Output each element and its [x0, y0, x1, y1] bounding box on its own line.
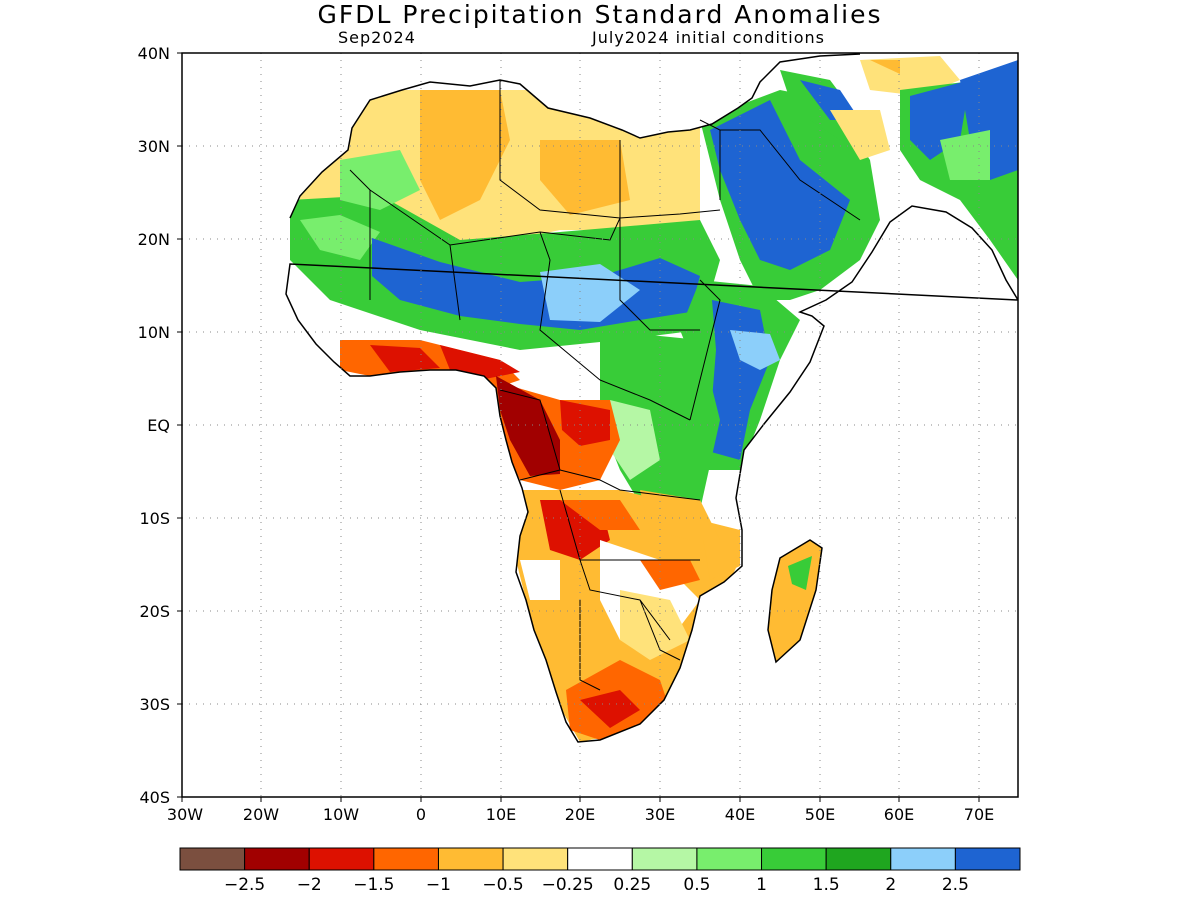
colorbar-swatch [954, 847, 1021, 871]
x-tick-label: 30W [167, 805, 203, 824]
colorbar-label: −2 [297, 875, 322, 895]
y-tick-label: 20N [138, 230, 170, 249]
y-tick-label: EQ [147, 416, 170, 435]
y-tick-labels: 40N 30N 20N 10N EQ 10S 20S 30S 40S [138, 44, 170, 807]
colorbar-label: −1 [426, 875, 451, 895]
colorbar-label: 2.5 [942, 875, 969, 895]
colorbar-swatch [179, 847, 246, 871]
tick-marks [177, 52, 980, 802]
gridlines [182, 53, 1018, 797]
y-tick-label: 20S [139, 602, 170, 621]
forecast-month: Sep2024 [338, 28, 416, 47]
colorbar-label: 1 [756, 875, 767, 895]
colorbar-swatch [437, 847, 504, 871]
x-tick-label: 50E [805, 805, 835, 824]
x-tick-label: 10E [486, 805, 516, 824]
init-conditions: July2024 initial conditions [592, 28, 825, 47]
arabia-wet-core [710, 100, 850, 270]
colorbar-swatch [890, 847, 956, 871]
y-tick-label: 30N [138, 137, 170, 156]
colorbar: −2.5 −2 −1.5 −1 −0.5 −0.25 0.25 0.5 1 1.5 2 2.5 [179, 847, 1021, 895]
y-tick-label: 10S [139, 509, 170, 528]
x-tick-label: 70E [964, 805, 994, 824]
colorbar-label: 0.5 [683, 875, 710, 895]
colorbar-swatch [308, 847, 375, 871]
congo-dry-core [496, 376, 560, 476]
y-tick-label: 30S [139, 695, 170, 714]
colorbar-swatch [244, 847, 310, 871]
colorbar-label: 1.5 [813, 875, 840, 895]
colorbar-swatch [502, 847, 569, 871]
colorbar-swatch [631, 847, 698, 871]
colorbar-swatch [825, 847, 892, 871]
colorbar-label: −0.5 [482, 875, 523, 895]
x-tick-labels: 30W 20W 10W 0 10E 20E 30E 40E 50E 60E 70… [167, 805, 994, 824]
x-tick-label: 20W [243, 805, 279, 824]
y-tick-label: 40N [138, 44, 170, 63]
x-tick-label: 60E [884, 805, 914, 824]
y-tick-label: 10N [138, 323, 170, 342]
colorbar-label: −2.5 [224, 875, 265, 895]
x-tick-label: 40E [725, 805, 755, 824]
x-tick-label: 0 [416, 805, 426, 824]
colorbar-swatch [373, 847, 439, 871]
x-tick-label: 20E [565, 805, 595, 824]
y-tick-label: 40S [139, 788, 170, 807]
colorbar-swatch [761, 847, 827, 871]
coastline [285, 53, 1018, 743]
x-tick-label: 10W [323, 805, 359, 824]
colorbar-label: 0.25 [613, 875, 651, 895]
colorbar-swatch [696, 847, 763, 871]
colorbar-swatch [567, 847, 633, 871]
map-title: GFDL Precipitation Standard Anomalies [317, 0, 883, 29]
x-tick-label: 30E [645, 805, 675, 824]
colorbar-label: −1.5 [353, 875, 394, 895]
colorbar-label: −0.25 [542, 875, 594, 895]
colorbar-label: 2 [885, 875, 896, 895]
